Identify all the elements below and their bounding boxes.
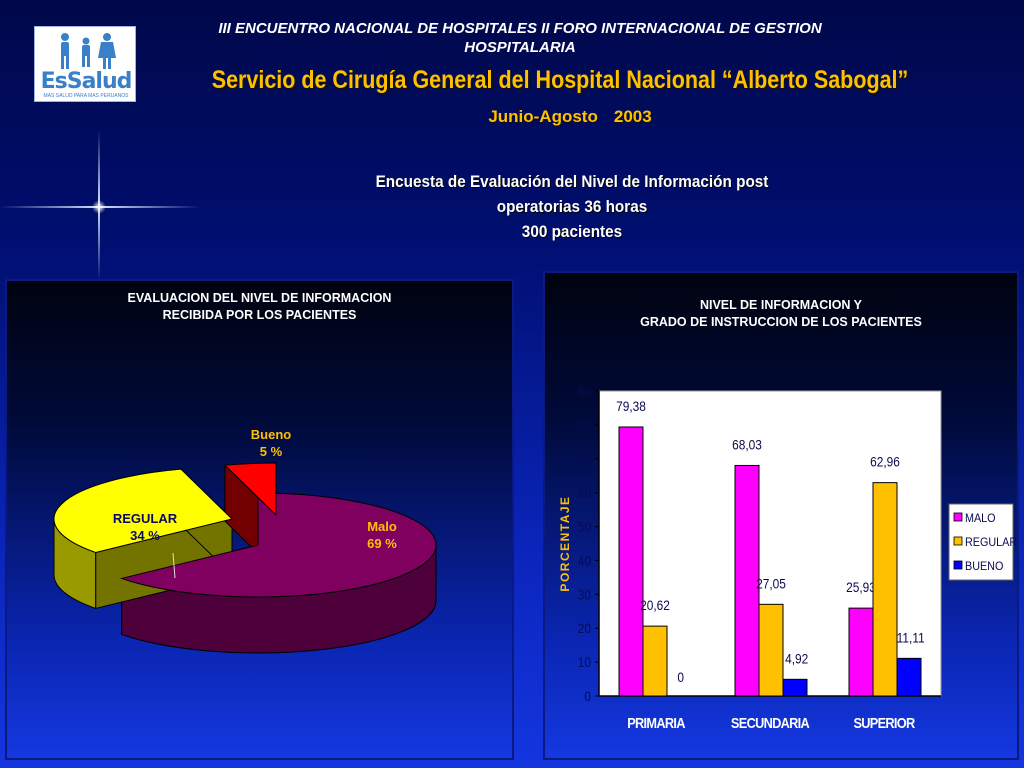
bar-secundaria-bueno <box>782 678 808 697</box>
event-title: III ENCUENTRO NACIONAL DE HOSPITALES II … <box>160 19 880 57</box>
y-tick-label-10: 10 <box>578 654 591 670</box>
x-tick-label-secundaria: SECUNDARIA <box>731 714 810 731</box>
event-title-line2: HOSPITALARIA <box>464 39 576 56</box>
y-tick-label-70: 70 <box>578 451 591 467</box>
x-tick-label-superior: SUPERIOR <box>853 714 915 731</box>
pie-label-name-regular: REGULAR <box>113 511 178 526</box>
bar-superior-regular <box>872 482 898 697</box>
bar-superior-bueno <box>896 657 922 697</box>
pie-title-line2: RECIBIDA POR LOS PACIENTES <box>162 308 357 322</box>
period-year: 2003 <box>613 107 652 126</box>
service-title: Servicio de Cirugía General del Hospital… <box>211 66 909 94</box>
survey-line1: Encuesta de Evaluación del Nivel de Info… <box>375 172 769 191</box>
bar-primaria-malo <box>618 426 644 697</box>
pie-label-value-bueno: 5 % <box>260 444 283 459</box>
pie-label-name-bueno: Bueno <box>251 427 292 442</box>
event-title-line1: III ENCUENTRO NACIONAL DE HOSPITALES II … <box>218 20 822 37</box>
pie-chart-title: EVALUACION DEL NIVEL DE INFORMACION RECI… <box>7 290 512 324</box>
pie-label-value-regular: 34 % <box>130 528 160 543</box>
survey-line2: operatorias 36 horas <box>496 197 648 216</box>
data-label-secundaria-regular: 27,05 <box>756 575 786 591</box>
pie-chart-panel: EVALUACION DEL NIVEL DE INFORMACION RECI… <box>5 279 514 760</box>
logo-wordmark: EsSalud <box>40 69 133 94</box>
bar-primaria-regular <box>642 625 668 697</box>
data-label-secundaria-bueno: 4,92 <box>785 650 808 666</box>
y-tick-label-40: 40 <box>578 553 591 569</box>
essalud-logo: EsSalud MAS SALUD PARA MAS PERUANOS <box>34 26 136 102</box>
data-label-primaria-regular: 20,62 <box>640 597 670 613</box>
y-tick-label-30: 30 <box>578 586 591 602</box>
data-label-superior-regular: 62,96 <box>870 454 900 470</box>
bar-secundaria-regular <box>758 603 784 697</box>
survey-title: Encuesta de Evaluación del Nivel de Info… <box>338 169 806 244</box>
pie-slice-bueno <box>223 462 277 517</box>
pie-title-line1: EVALUACION DEL NIVEL DE INFORMACION <box>127 291 392 305</box>
bar-title-line1: NIVEL DE INFORMACION Y <box>699 298 863 312</box>
pie-leader-line <box>172 552 176 579</box>
period-title: Junio-Agosto 2003 <box>420 107 720 127</box>
legend-swatch-malo <box>953 512 963 522</box>
data-label-superior-malo: 25,93 <box>846 579 876 595</box>
data-label-secundaria-malo: 68,03 <box>732 437 762 453</box>
sparkle-center <box>92 200 106 214</box>
x-tick-label-primaria: PRIMARIA <box>627 714 685 731</box>
data-label-primaria-malo: 79,38 <box>616 398 646 414</box>
bar-superior-malo <box>848 607 874 697</box>
y-tick-label-90: 90 <box>578 383 591 399</box>
legend: MALO REGULAR BUENO <box>948 503 1017 581</box>
bar-chart-title: NIVEL DE INFORMACION Y GRADO DE INSTRUCC… <box>545 297 1017 331</box>
pie-label-value-malo: 69 % <box>367 536 397 551</box>
pie-label-name-malo: Malo <box>367 519 397 534</box>
y-tick-label-80: 80 <box>578 417 591 433</box>
bar-secundaria-malo <box>734 464 760 697</box>
pie-slices <box>53 462 437 598</box>
pie-slice-malo <box>119 492 437 598</box>
y-tick-label-60: 60 <box>578 485 591 501</box>
legend-swatch-bueno <box>953 560 963 570</box>
legend-label-malo: MALO <box>965 513 996 526</box>
bar-chart: 0 10 20 30 40 50 60 70 80 90 PORCENTAJE 79,38 20,62 0… <box>558 383 1017 731</box>
y-tick-label-0: 0 <box>584 688 591 704</box>
logo-tagline: MAS SALUD PARA MAS PERUANOS <box>43 93 129 99</box>
y-tick-label-50: 50 <box>578 519 591 535</box>
legend-label-bueno: BUENO <box>965 561 1003 574</box>
legend-label-regular: REGULAR <box>965 537 1017 550</box>
family-icon <box>61 33 116 69</box>
period-months: Junio-Agosto <box>488 107 598 126</box>
pie-chart: Malo 69 % REGULAR 34 % Bueno 5 % <box>53 427 437 654</box>
y-axis-label: PORCENTAJE <box>558 495 572 591</box>
bar-title-line2: GRADO DE INSTRUCCION DE LOS PACIENTES <box>640 315 922 329</box>
bar-chart-panel: NIVEL DE INFORMACION Y GRADO DE INSTRUCC… <box>543 271 1019 760</box>
legend-swatch-regular <box>953 536 963 546</box>
data-label-superior-bueno: 11,11 <box>897 629 925 645</box>
pie-slice-regular <box>53 468 233 553</box>
survey-line3: 300 pacientes <box>521 222 623 241</box>
y-tick-label-20: 20 <box>578 620 591 636</box>
data-label-primaria-bueno: 0 <box>677 669 684 685</box>
